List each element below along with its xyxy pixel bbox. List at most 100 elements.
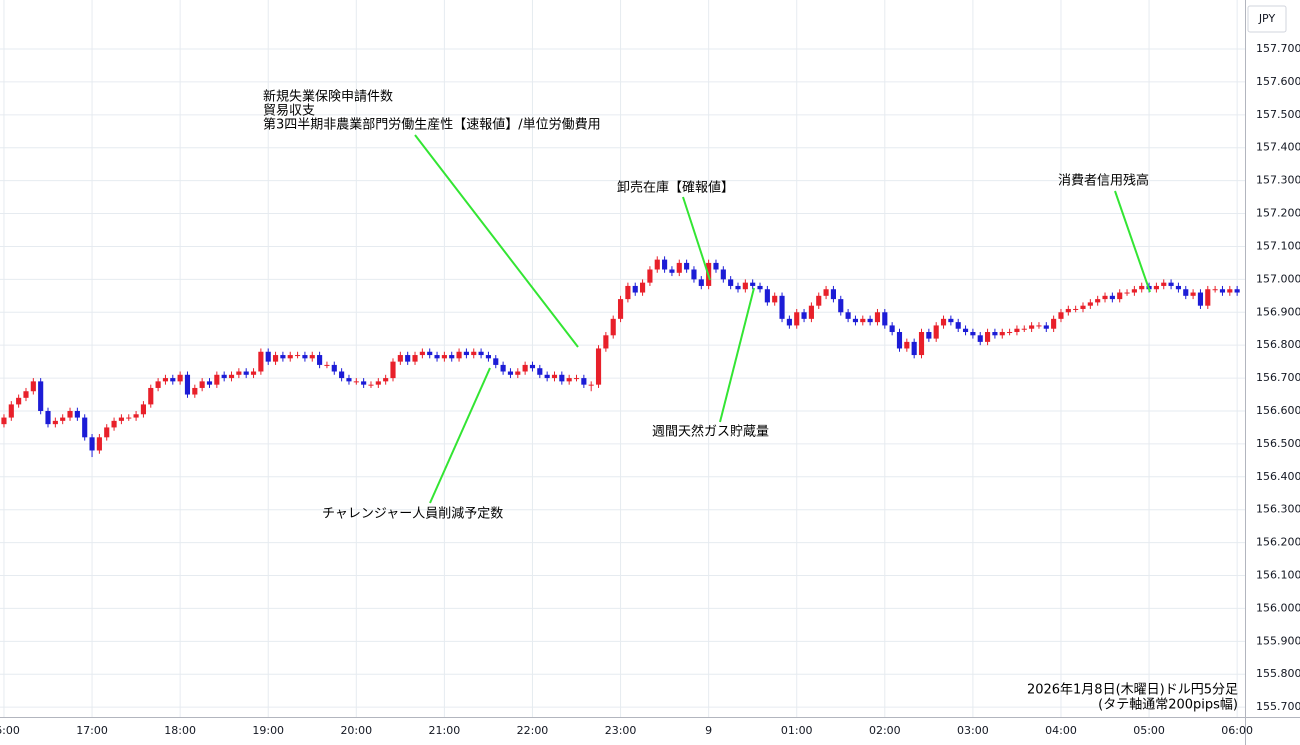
candle-body: [632, 285, 638, 293]
annotation-text: 週間天然ガス貯蔵量: [652, 424, 769, 440]
candle-body: [529, 364, 536, 369]
candle-body: [148, 387, 154, 405]
candle-body: [640, 282, 646, 293]
candle-body: [1197, 292, 1204, 306]
candle-body: [1161, 282, 1167, 286]
candle-body: [361, 381, 367, 385]
candle-body: [280, 355, 286, 359]
chart-note: (タテ軸通常200pips幅): [1098, 698, 1238, 713]
candle-body: [463, 351, 469, 356]
annotation-leader: [414, 134, 579, 348]
candle-body: [1234, 289, 1240, 293]
unit-label: JPY: [1258, 12, 1276, 25]
candle-body: [874, 312, 881, 323]
y-tick-label: 156.800: [1256, 338, 1300, 351]
candle-body: [551, 374, 558, 379]
candle-body: [698, 279, 704, 286]
x-tick-label: 9: [705, 724, 712, 737]
candle-body: [940, 318, 947, 326]
unit-box: [1247, 5, 1287, 33]
candle-body: [772, 295, 778, 303]
y-tick-label: 157.100: [1256, 239, 1300, 252]
annotation-text: 新規失業保険申請件数: [263, 89, 393, 105]
candle-body: [126, 417, 132, 419]
candle-body: [933, 325, 939, 339]
candle-body: [882, 312, 888, 326]
candle-body: [669, 269, 675, 273]
candle-body: [456, 351, 462, 359]
candle-body: [515, 371, 521, 375]
candle-body: [779, 295, 785, 319]
candle-body: [16, 397, 22, 405]
candle-body: [735, 285, 741, 290]
candle-body: [427, 351, 433, 356]
candle-body: [838, 299, 844, 313]
candle-body: [610, 318, 616, 336]
candle-body: [544, 374, 550, 379]
x-tick-label: 04:00: [1045, 724, 1077, 737]
candle-body: [1168, 282, 1174, 286]
candle-body: [287, 355, 293, 359]
x-tick-label: 01:00: [781, 724, 813, 737]
candle-body: [140, 404, 146, 415]
candle-body: [559, 374, 565, 382]
candle-body: [926, 332, 932, 339]
candle-body: [1087, 302, 1093, 306]
annotation-text: 消費者信用残高: [1058, 173, 1149, 189]
candle-body: [948, 318, 954, 323]
candle-body: [309, 355, 315, 359]
annotation-text: チャレンジャー人員削減予定数: [322, 506, 503, 522]
candle-body: [845, 312, 851, 319]
x-tick-label: 17:00: [76, 724, 108, 737]
candle-body: [170, 378, 176, 382]
candle-body: [507, 371, 514, 375]
candle-body: [441, 355, 447, 359]
candle-body: [250, 371, 257, 375]
annotation-leader: [719, 287, 755, 423]
candle-body: [1080, 305, 1086, 309]
candle-body: [302, 355, 308, 359]
candle-body: [1153, 285, 1159, 290]
candle-body: [889, 325, 895, 333]
candle-body: [478, 351, 484, 356]
candle-body: [45, 410, 51, 425]
candle-body: [192, 387, 198, 395]
candle-body: [684, 262, 690, 270]
y-tick-label: 155.700: [1256, 700, 1300, 713]
candles: [1, 256, 1240, 458]
candle-body: [654, 259, 660, 270]
candle-body: [625, 285, 631, 300]
candle-body: [1205, 289, 1211, 306]
candle-body: [566, 378, 572, 382]
candle-body: [852, 318, 859, 323]
candle-body: [331, 364, 337, 372]
candle-body: [1007, 332, 1013, 334]
y-tick-label: 157.400: [1256, 141, 1300, 154]
candle-body: [419, 351, 425, 356]
candle-body: [104, 427, 110, 438]
annotation-leader: [1114, 190, 1151, 293]
y-tick-label: 156.300: [1256, 503, 1300, 516]
candle-body: [500, 364, 506, 372]
candle-body: [412, 355, 418, 362]
candle-body: [970, 332, 976, 336]
x-tick-label: 16:00: [0, 724, 20, 737]
candle-body: [1109, 295, 1115, 300]
candle-body: [750, 282, 756, 286]
x-tick-label: 06:00: [1221, 724, 1253, 737]
candle-body: [764, 289, 770, 303]
candle-body: [918, 332, 925, 356]
candle-body: [830, 289, 836, 300]
candle-body: [676, 262, 682, 273]
candle-body: [617, 299, 624, 319]
y-tick-label: 156.400: [1256, 470, 1300, 483]
candle-body: [1219, 289, 1226, 293]
candle-body: [38, 381, 44, 411]
candle-body: [74, 410, 80, 418]
candle-body: [1058, 312, 1064, 319]
candle-body: [67, 410, 73, 418]
x-tick-label: 03:00: [957, 724, 989, 737]
candle-body: [258, 351, 264, 372]
